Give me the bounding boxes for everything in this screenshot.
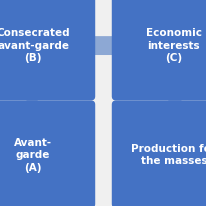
FancyBboxPatch shape bbox=[111, 0, 206, 101]
Polygon shape bbox=[164, 90, 184, 114]
FancyBboxPatch shape bbox=[0, 0, 95, 101]
Polygon shape bbox=[22, 90, 42, 114]
Text: Production for
the masses: Production for the masses bbox=[131, 143, 206, 166]
Polygon shape bbox=[89, 34, 117, 59]
Text: Consecrated
avant-garde
(B): Consecrated avant-garde (B) bbox=[0, 28, 70, 63]
Text: Avant-
garde
(A): Avant- garde (A) bbox=[14, 137, 52, 172]
FancyBboxPatch shape bbox=[0, 101, 95, 206]
Text: Economic
interests
(C): Economic interests (C) bbox=[145, 28, 201, 63]
FancyBboxPatch shape bbox=[111, 101, 206, 206]
